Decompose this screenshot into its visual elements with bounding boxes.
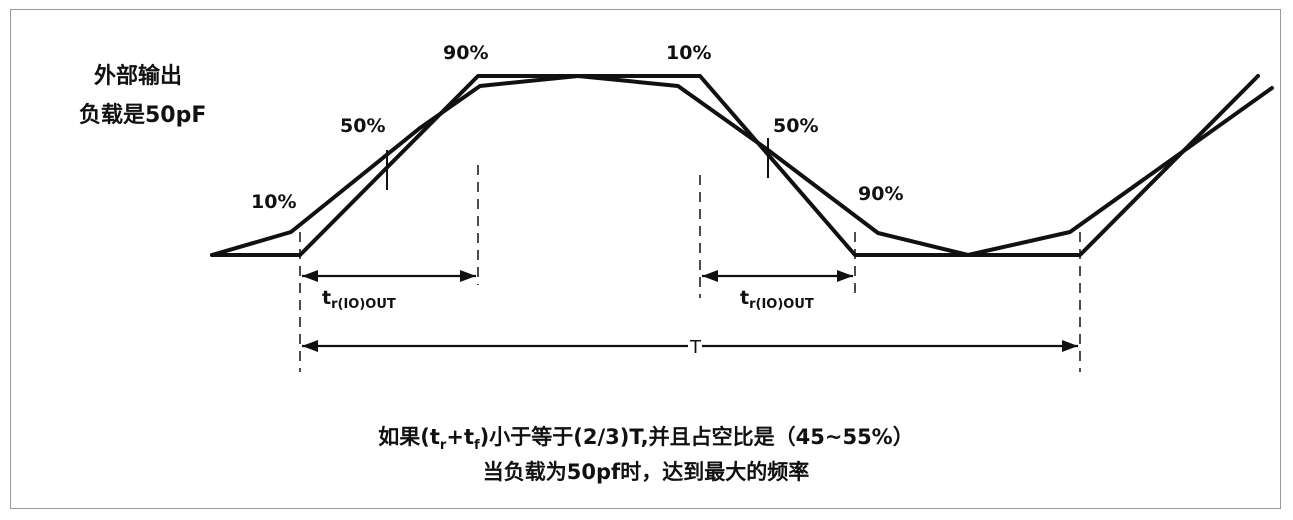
note-line-1: 如果(tr+tf)小于等于(2/3)T,并且占空比是（45~55%） bbox=[378, 425, 913, 453]
diagram-frame bbox=[10, 9, 1281, 509]
period-label: T bbox=[689, 337, 702, 358]
real-waveform bbox=[210, 74, 1274, 257]
level-label-90-top: 90% bbox=[443, 42, 488, 64]
fall-time-label: tr(IO)OUT bbox=[740, 287, 814, 312]
level-label-10-top: 10% bbox=[666, 42, 711, 64]
level-label-10-rise: 10% bbox=[251, 191, 296, 213]
rise-time-label: tr(IO)OUT bbox=[322, 287, 396, 312]
load-label-line2: 负载是50pF bbox=[79, 102, 206, 128]
period-arrow bbox=[302, 340, 1078, 352]
ideal-waveform bbox=[210, 74, 1260, 257]
rise-time-arrow bbox=[302, 270, 476, 282]
level-label-50-fall: 50% bbox=[773, 115, 818, 137]
fall-time-arrow bbox=[702, 270, 853, 282]
level-label-50-rise: 50% bbox=[340, 115, 385, 137]
level-label-90-fall: 90% bbox=[858, 183, 903, 205]
load-label-line1: 外部输出 bbox=[94, 63, 182, 89]
note-line-2: 当负载为50pf时，达到最大的频率 bbox=[483, 460, 809, 484]
